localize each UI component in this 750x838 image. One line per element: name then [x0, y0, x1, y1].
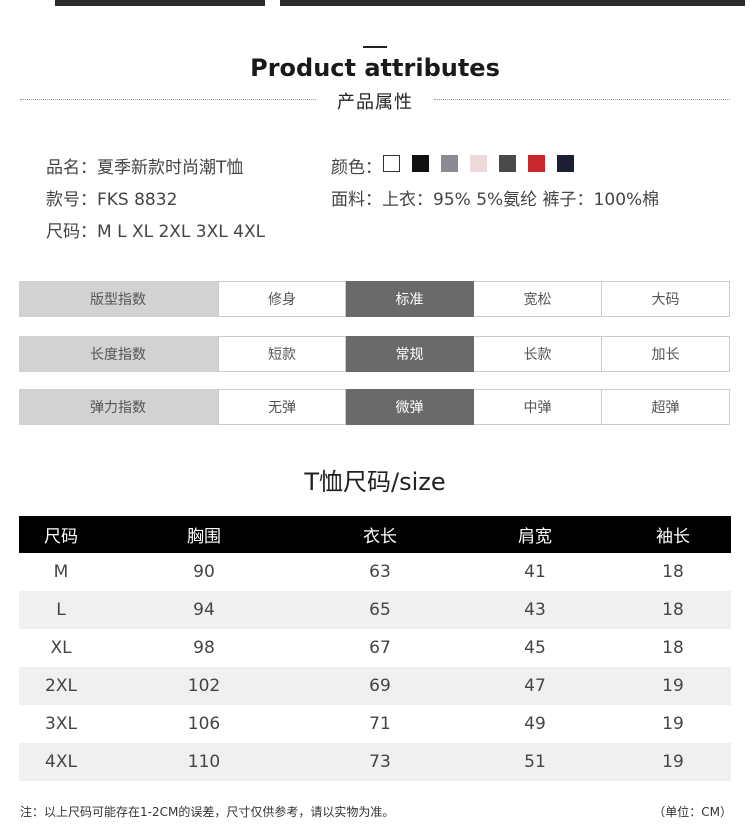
index-option: 超弹 [602, 389, 730, 425]
index-label: 版型指数 [19, 281, 218, 317]
table-cell: 67 [369, 638, 391, 658]
table-cell: L [19, 591, 103, 629]
size-chart-header: 肩宽 [455, 516, 615, 553]
table-cell: 102 [103, 667, 305, 705]
table-cell: 45 [524, 638, 546, 658]
index-label: 弹力指数 [19, 389, 218, 425]
index-row: 版型指数 修身 标准 宽松 大码 [19, 281, 731, 317]
color-swatch [441, 155, 458, 172]
index-option: 常规 [346, 336, 474, 372]
size-chart-header: 袖长 [615, 516, 731, 553]
table-cell: 19 [662, 714, 684, 734]
size-chart-header-row: 尺码 胸围 衣长 肩宽 袖长 [19, 516, 731, 553]
table-cell: 4XL [19, 743, 103, 781]
index-label: 长度指数 [19, 336, 218, 372]
divider-right [434, 99, 730, 100]
color-swatches [383, 155, 574, 172]
table-cell: 98 [193, 638, 215, 658]
table-cell: 51 [455, 743, 615, 781]
table-row: 2XL 102 69 47 19 [19, 667, 731, 705]
table-cell: 110 [103, 743, 305, 781]
product-photo-right [280, 0, 745, 6]
table-cell: M [53, 562, 69, 582]
size-chart-header: 尺码 [19, 516, 103, 553]
title-decoration [363, 46, 387, 48]
table-row: 4XL 110 73 51 19 [19, 743, 731, 781]
index-option: 修身 [218, 281, 346, 317]
table-cell: 49 [524, 714, 546, 734]
unit-note: （单位：CM） [653, 805, 732, 819]
size-chart-title: T恤尺码/size [304, 468, 446, 496]
index-option: 无弹 [218, 389, 346, 425]
table-row: M 90 63 41 18 [19, 553, 731, 591]
table-cell: 18 [615, 591, 731, 629]
fabric-info: 面料：上衣：95% 5%氨纶 裤子：100%棉 [331, 190, 660, 210]
section-title-en: Product attributes [250, 54, 500, 82]
index-option: 短款 [218, 336, 346, 372]
product-sizes: 尺码：M L XL 2XL 3XL 4XL [46, 222, 266, 242]
product-name: 品名：夏季新款时尚潮T恤 [46, 158, 244, 178]
size-chart-header: 衣长 [305, 516, 455, 553]
color-swatch [499, 155, 516, 172]
color-swatch [412, 155, 429, 172]
color-label: 颜色： [331, 158, 382, 178]
table-row: XL 98 67 45 18 [19, 629, 731, 667]
color-swatch [383, 155, 400, 172]
color-swatch [470, 155, 487, 172]
table-cell: 19 [615, 667, 731, 705]
table-cell: 18 [662, 638, 684, 658]
index-row: 长度指数 短款 常规 长款 加长 [19, 336, 731, 372]
index-option: 长款 [474, 336, 602, 372]
size-chart-header: 胸围 [103, 516, 305, 553]
table-cell: 90 [193, 562, 215, 582]
table-cell: 69 [305, 667, 455, 705]
table-cell: 94 [103, 591, 305, 629]
index-option: 宽松 [474, 281, 602, 317]
index-option: 中弹 [474, 389, 602, 425]
index-option: 标准 [346, 281, 474, 317]
index-option: 微弹 [346, 389, 474, 425]
table-cell: 3XL [45, 714, 77, 734]
table-cell: XL [50, 638, 72, 658]
table-cell: 18 [662, 562, 684, 582]
product-photo-left [55, 0, 265, 6]
table-cell: 41 [524, 562, 546, 582]
index-option: 大码 [602, 281, 730, 317]
section-title-cn: 产品属性 [337, 92, 413, 113]
table-cell: 47 [455, 667, 615, 705]
color-swatch [557, 155, 574, 172]
index-row: 弹力指数 无弹 微弹 中弹 超弹 [19, 389, 731, 425]
size-chart-table: 尺码 胸围 衣长 肩宽 袖长 M 90 63 41 18 L 94 65 43 18 XL 98 67 45 18 2… [19, 516, 731, 781]
product-model: 款号：FKS 8832 [46, 190, 178, 210]
size-note: 注：以上尺码可能存在1-2CM的误差，尺寸仅供参考，请以实物为准。 [20, 805, 395, 819]
table-cell: 71 [369, 714, 391, 734]
table-cell: 19 [615, 743, 731, 781]
table-cell: 43 [455, 591, 615, 629]
table-row: L 94 65 43 18 [19, 591, 731, 629]
table-row: 3XL 106 71 49 19 [19, 705, 731, 743]
index-option: 加长 [602, 336, 730, 372]
divider-left [20, 99, 316, 100]
color-swatch [528, 155, 545, 172]
table-cell: 106 [187, 714, 221, 734]
table-cell: 63 [369, 562, 391, 582]
table-cell: 73 [305, 743, 455, 781]
table-cell: 65 [305, 591, 455, 629]
table-cell: 2XL [19, 667, 103, 705]
